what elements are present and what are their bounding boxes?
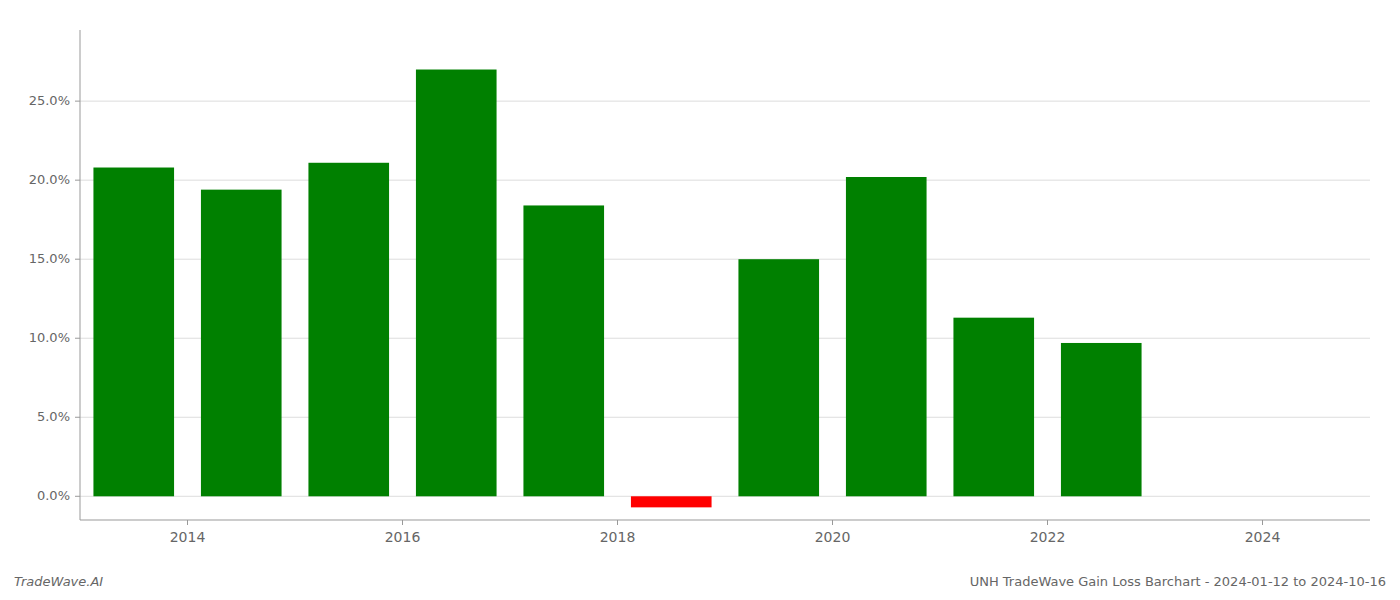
y-tick-label: 10.0% <box>29 330 70 345</box>
x-tick <box>832 520 833 525</box>
background <box>0 0 1400 600</box>
x-tick-label: 2022 <box>1030 529 1066 545</box>
x-tick-label: 2018 <box>600 529 636 545</box>
footer-left: TradeWave.AI <box>14 574 103 589</box>
y-axis: 0.0% 5.0% 10.0% 15.0% 20.0% 25.0% <box>29 30 80 520</box>
bar <box>1061 343 1142 496</box>
y-tick <box>75 496 80 497</box>
x-tick-label: 2020 <box>815 529 851 545</box>
grid <box>80 101 1370 496</box>
y-tick <box>75 259 80 260</box>
x-tick <box>1262 520 1263 525</box>
x-tick <box>187 520 188 525</box>
y-tick <box>75 338 80 339</box>
y-tick-label: 0.0% <box>37 488 70 503</box>
x-tick-label: 2014 <box>170 529 206 545</box>
footer-right: UNH TradeWave Gain Loss Barchart - 2024-… <box>970 574 1386 589</box>
x-tick-label: 2016 <box>385 529 421 545</box>
bar <box>93 168 174 497</box>
bar <box>631 496 712 507</box>
chart: 0.0% 5.0% 10.0% 15.0% 20.0% 25.0% 2014 2016 2018… <box>0 0 1400 600</box>
bar <box>416 70 497 497</box>
grid-line <box>80 101 1370 102</box>
x-tick-label: 2024 <box>1245 529 1281 545</box>
x-tick <box>1047 520 1048 525</box>
y-tick-label: 5.0% <box>37 409 70 424</box>
bars <box>93 70 1141 508</box>
grid-line <box>80 180 1370 181</box>
x-tick <box>402 520 403 525</box>
x-tick <box>617 520 618 525</box>
y-tick <box>75 417 80 418</box>
bar <box>308 163 389 497</box>
y-tick-label: 25.0% <box>29 93 70 108</box>
x-axis-line <box>80 519 1370 520</box>
bar <box>953 318 1034 497</box>
bar <box>523 205 604 496</box>
bar <box>201 190 282 497</box>
x-axis: 2014 2016 2018 2020 2022 2024 <box>80 520 1370 545</box>
y-tick-label: 15.0% <box>29 251 70 266</box>
y-tick <box>75 180 80 181</box>
y-tick-label: 20.0% <box>29 172 70 187</box>
y-axis-line <box>80 30 81 520</box>
bar <box>738 259 819 496</box>
bar <box>846 177 927 496</box>
y-tick <box>75 101 80 102</box>
bar <box>1168 496 1249 497</box>
